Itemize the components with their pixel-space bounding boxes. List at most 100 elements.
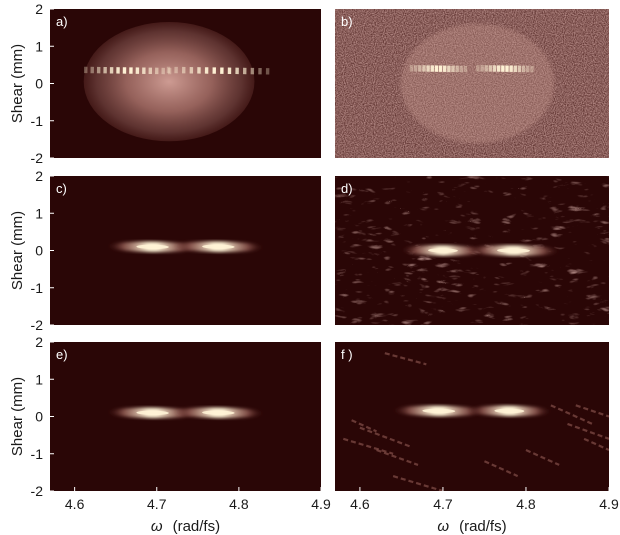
- fringe: [438, 65, 443, 72]
- streak-core: [202, 244, 235, 249]
- heatmap-panel-a: a) 2 1 0 -1 -2: [31, 1, 321, 166]
- y-tick-label: -2: [31, 150, 44, 166]
- artifact-streak: [567, 422, 609, 440]
- fringe: [413, 65, 418, 72]
- panel-label: e): [56, 347, 68, 362]
- fringe: [517, 65, 522, 73]
- fringe: [166, 66, 171, 74]
- y-axis-label: Shear (mm): [9, 377, 26, 456]
- panel-label: a): [56, 14, 68, 29]
- fringe: [142, 67, 146, 74]
- fringe: [521, 65, 526, 73]
- fringe: [189, 67, 194, 74]
- fringe: [442, 65, 447, 72]
- y-tick-label: 0: [35, 409, 43, 425]
- fringe: [422, 65, 426, 72]
- heatmap-background: [335, 342, 609, 491]
- heatmap-panel-e: e) 2 1 0 -1 -2 4.6 4.7 4.8 4.9: [31, 334, 331, 512]
- y-axis-label: Shear (mm): [9, 211, 26, 290]
- feature-streak-1: [84, 66, 172, 75]
- panel-label: d): [341, 181, 353, 196]
- y-tick-label: 0: [35, 76, 43, 92]
- fringe: [90, 66, 94, 74]
- gaussian-envelope: [83, 22, 255, 142]
- y-tick-label: -2: [31, 483, 44, 499]
- x-tick-label: 4.6: [350, 496, 370, 512]
- feature-streak-2: [173, 241, 264, 252]
- artifact-streak: [384, 352, 427, 366]
- x-axis-labels-group: ω (rad/fs) ω (rad/fs): [151, 518, 507, 535]
- artifact-streak: [359, 426, 411, 448]
- x-tick-label: 4.7: [147, 496, 167, 512]
- y-tick-label: 1: [35, 38, 43, 54]
- x-axis-label: ω (rad/fs): [437, 518, 506, 535]
- y-tick-label: 1: [35, 371, 43, 387]
- artifact-streak: [342, 437, 394, 455]
- y-tick-label: -1: [31, 113, 44, 129]
- fringe: [167, 67, 172, 75]
- streak-core: [494, 408, 525, 414]
- streak-core: [427, 248, 458, 253]
- fringe: [220, 67, 224, 74]
- fringe: [84, 66, 88, 74]
- fringe: [135, 67, 140, 74]
- fringe: [181, 66, 186, 74]
- fringe: [227, 67, 232, 75]
- fringe: [505, 65, 509, 72]
- y-tick-label: 2: [35, 334, 43, 350]
- fringe: [492, 65, 497, 72]
- heatmap-panel-d: d): [335, 176, 609, 325]
- feature-streak-2: [166, 66, 270, 75]
- streak-core: [136, 244, 169, 250]
- y-tick-label: 2: [35, 168, 43, 184]
- panel-label: c): [56, 181, 67, 196]
- fringe: [434, 65, 439, 72]
- panel-label: b): [341, 14, 353, 29]
- artifact-streak: [351, 419, 377, 433]
- fringe: [103, 66, 107, 74]
- x-tick-label: 4.9: [311, 496, 331, 512]
- x-axis-units: (rad/fs): [173, 518, 221, 535]
- feature-streak-1: [107, 241, 198, 253]
- feature-streak-1: [409, 65, 468, 73]
- y-tick-label: -2: [31, 317, 44, 333]
- feature-streak-2: [476, 65, 534, 73]
- fringe: [161, 67, 165, 75]
- fringe: [430, 65, 435, 72]
- fringe: [204, 67, 209, 74]
- fringe: [513, 65, 518, 73]
- y-tick-label: -1: [31, 446, 44, 462]
- feature-streak-2: [173, 407, 264, 418]
- fringe: [455, 65, 459, 73]
- x-tick-label: 4.8: [516, 496, 536, 512]
- x-axis-units: (rad/fs): [459, 518, 507, 535]
- y-tick-label: 1: [35, 205, 43, 221]
- fringe: [409, 65, 414, 72]
- y-tick-label: 2: [35, 1, 43, 17]
- y-tick-label: -1: [31, 280, 44, 296]
- y-axis-labels-group: Shear (mm) Shear (mm) Shear (mm): [9, 44, 26, 456]
- fringe: [496, 65, 501, 72]
- fringe: [212, 67, 216, 74]
- streak-core: [202, 410, 235, 415]
- x-axis-label: ω (rad/fs): [151, 518, 220, 535]
- fringe: [526, 65, 530, 73]
- fringe: [109, 67, 114, 74]
- fringe: [418, 65, 422, 72]
- fringe: [96, 66, 101, 74]
- fringe: [509, 65, 513, 72]
- heatmap-panel-c: c) 2 1 0 -1 -2: [31, 168, 321, 333]
- fringe: [426, 65, 430, 72]
- feature-streak-2: [467, 245, 560, 256]
- artifact-streak: [583, 437, 609, 452]
- fringe: [122, 67, 127, 74]
- artifact-streak: [525, 449, 560, 466]
- streak-core: [136, 410, 169, 416]
- fringe: [174, 66, 178, 74]
- panels-group: a) 2 1 0 -1 -2 b) c) 2 1 0 -1 -2 d) e) 2 1 0 -1 -2 4.6 4.7 4.8…: [31, 1, 619, 512]
- feature-streak-1: [393, 405, 485, 417]
- artifact-streak: [484, 460, 519, 478]
- artifact-streak: [376, 448, 419, 466]
- fringe: [197, 67, 201, 74]
- artifact-streak: [575, 404, 609, 418]
